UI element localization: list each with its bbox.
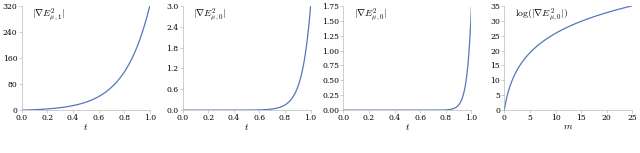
Text: $|{\nabla} E^2_{\mu,0}|$: $|{\nabla} E^2_{\mu,0}|$ [193, 6, 225, 24]
X-axis label: $t$: $t$ [83, 122, 88, 132]
Text: $|{\nabla} E^2_{\mu,0}|$: $|{\nabla} E^2_{\mu,0}|$ [354, 6, 387, 24]
Text: $\log(|{\nabla} E^2_{\mu,0}|)$: $\log(|{\nabla} E^2_{\mu,0}|)$ [515, 6, 568, 24]
Text: $|{\nabla} E^2_{\mu,1}|$: $|{\nabla} E^2_{\mu,1}|$ [32, 6, 65, 24]
X-axis label: $t$: $t$ [405, 122, 410, 132]
X-axis label: $t$: $t$ [244, 122, 249, 132]
X-axis label: $m$: $m$ [563, 122, 573, 131]
